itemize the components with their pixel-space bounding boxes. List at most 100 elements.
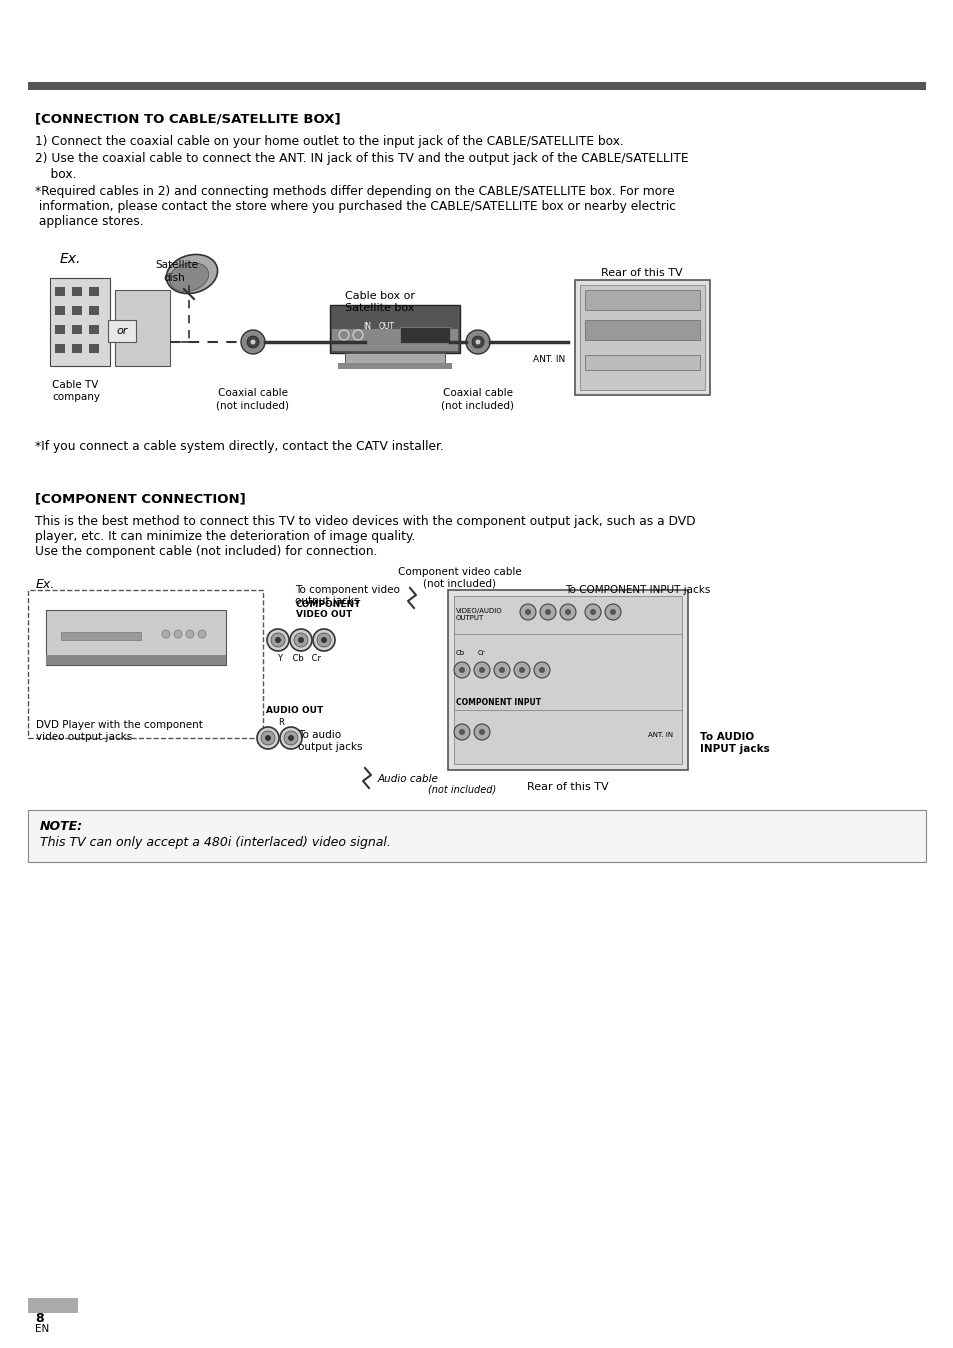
Circle shape [271, 634, 285, 647]
Bar [28, 590, 263, 737]
Bar [332, 329, 457, 350]
Text: COMPONENT INPUT: COMPONENT INPUT [456, 698, 540, 706]
Bar [46, 611, 226, 665]
Text: VIDEO OUT: VIDEO OUT [295, 611, 352, 619]
Bar [71, 344, 82, 353]
Text: [CONNECTION TO CABLE/SATELLITE BOX]: [CONNECTION TO CABLE/SATELLITE BOX] [35, 112, 340, 125]
Bar [448, 590, 687, 770]
Text: 1) Connect the coaxial cable on your home outlet to the input jack of the CABLE/: 1) Connect the coaxial cable on your hom… [35, 135, 623, 148]
Bar [345, 353, 444, 365]
Circle shape [498, 667, 504, 673]
Circle shape [604, 604, 620, 620]
Circle shape [564, 609, 571, 615]
Circle shape [458, 667, 464, 673]
Circle shape [474, 662, 490, 678]
Circle shape [290, 630, 312, 651]
Circle shape [518, 667, 524, 673]
Text: OUT: OUT [378, 322, 395, 332]
Text: Coaxial cable: Coaxial cable [442, 388, 513, 398]
Text: Cable box or: Cable box or [345, 291, 415, 301]
Circle shape [539, 604, 556, 620]
Bar [28, 82, 925, 90]
Circle shape [524, 609, 531, 615]
Circle shape [261, 731, 274, 745]
Text: information, please contact the store where you purchased the CABLE/SATELLITE bo: information, please contact the store wh… [35, 200, 676, 213]
Bar [55, 325, 65, 334]
Circle shape [454, 662, 470, 678]
Text: To audio: To audio [297, 731, 341, 740]
Text: EN: EN [35, 1324, 50, 1335]
Bar [89, 306, 99, 315]
Bar [108, 319, 136, 342]
Bar [89, 344, 99, 353]
Text: INPUT jacks: INPUT jacks [700, 744, 769, 754]
Circle shape [534, 662, 550, 678]
Text: (not included): (not included) [441, 400, 514, 410]
Circle shape [284, 731, 297, 745]
Circle shape [475, 340, 480, 345]
Bar [575, 280, 709, 395]
Circle shape [274, 638, 281, 643]
Text: (not included): (not included) [423, 578, 496, 588]
Text: 8: 8 [35, 1312, 44, 1325]
Text: Rear of this TV: Rear of this TV [527, 782, 608, 793]
Bar [71, 325, 82, 334]
Text: R: R [277, 718, 284, 727]
Text: VIDEO/AUDIO
OUTPUT: VIDEO/AUDIO OUTPUT [456, 608, 502, 621]
Circle shape [313, 630, 335, 651]
Bar [89, 325, 99, 334]
Text: Ex.: Ex. [60, 252, 81, 266]
Bar [55, 344, 65, 353]
Text: NOTE:: NOTE: [40, 820, 83, 833]
Circle shape [519, 604, 536, 620]
Ellipse shape [166, 255, 217, 294]
Text: *Required cables in 2) and connecting methods differ depending on the CABLE/SATE: *Required cables in 2) and connecting me… [35, 185, 674, 198]
Text: Satellite: Satellite [154, 260, 198, 270]
Circle shape [584, 604, 600, 620]
Circle shape [198, 630, 206, 638]
Bar [454, 596, 681, 764]
Bar [584, 355, 700, 369]
Circle shape [186, 630, 193, 638]
Bar [46, 655, 226, 665]
Text: Cb: Cb [456, 650, 465, 656]
Bar [71, 287, 82, 297]
Text: To AUDIO: To AUDIO [700, 732, 753, 741]
Text: output jacks: output jacks [294, 596, 359, 607]
Text: box.: box. [35, 168, 76, 181]
Bar [399, 328, 450, 342]
Circle shape [251, 340, 255, 345]
Text: AUDIO OUT: AUDIO OUT [266, 706, 323, 714]
Text: Ex.: Ex. [36, 578, 55, 590]
Text: *If you connect a cable system directly, contact the CATV installer.: *If you connect a cable system directly,… [35, 439, 443, 453]
Bar [61, 632, 141, 640]
Circle shape [320, 638, 327, 643]
Circle shape [544, 609, 551, 615]
Text: ANT. IN: ANT. IN [647, 732, 673, 737]
Text: or: or [116, 326, 128, 336]
Bar [584, 290, 700, 310]
Ellipse shape [170, 263, 209, 291]
Circle shape [474, 724, 490, 740]
Circle shape [256, 727, 278, 749]
Text: This TV can only accept a 480i (interlaced) video signal.: This TV can only accept a 480i (interlac… [40, 836, 391, 849]
Bar [28, 810, 925, 861]
Bar [115, 290, 170, 367]
Circle shape [609, 609, 616, 615]
Text: COMPONENT: COMPONENT [295, 600, 361, 609]
Circle shape [559, 604, 576, 620]
Text: dish: dish [163, 274, 185, 283]
Text: ANT. IN: ANT. IN [533, 355, 565, 364]
Circle shape [494, 662, 510, 678]
Bar [50, 278, 110, 367]
Text: Use the component cable (not included) for connection.: Use the component cable (not included) f… [35, 545, 377, 558]
Text: Y    Cb   Cr: Y Cb Cr [276, 654, 320, 663]
Circle shape [280, 727, 302, 749]
Circle shape [267, 630, 289, 651]
Text: DVD Player with the component: DVD Player with the component [36, 720, 203, 731]
Text: appliance stores.: appliance stores. [35, 214, 144, 228]
Text: To component video: To component video [294, 585, 399, 594]
Circle shape [454, 724, 470, 740]
Circle shape [316, 634, 331, 647]
Circle shape [288, 735, 294, 741]
